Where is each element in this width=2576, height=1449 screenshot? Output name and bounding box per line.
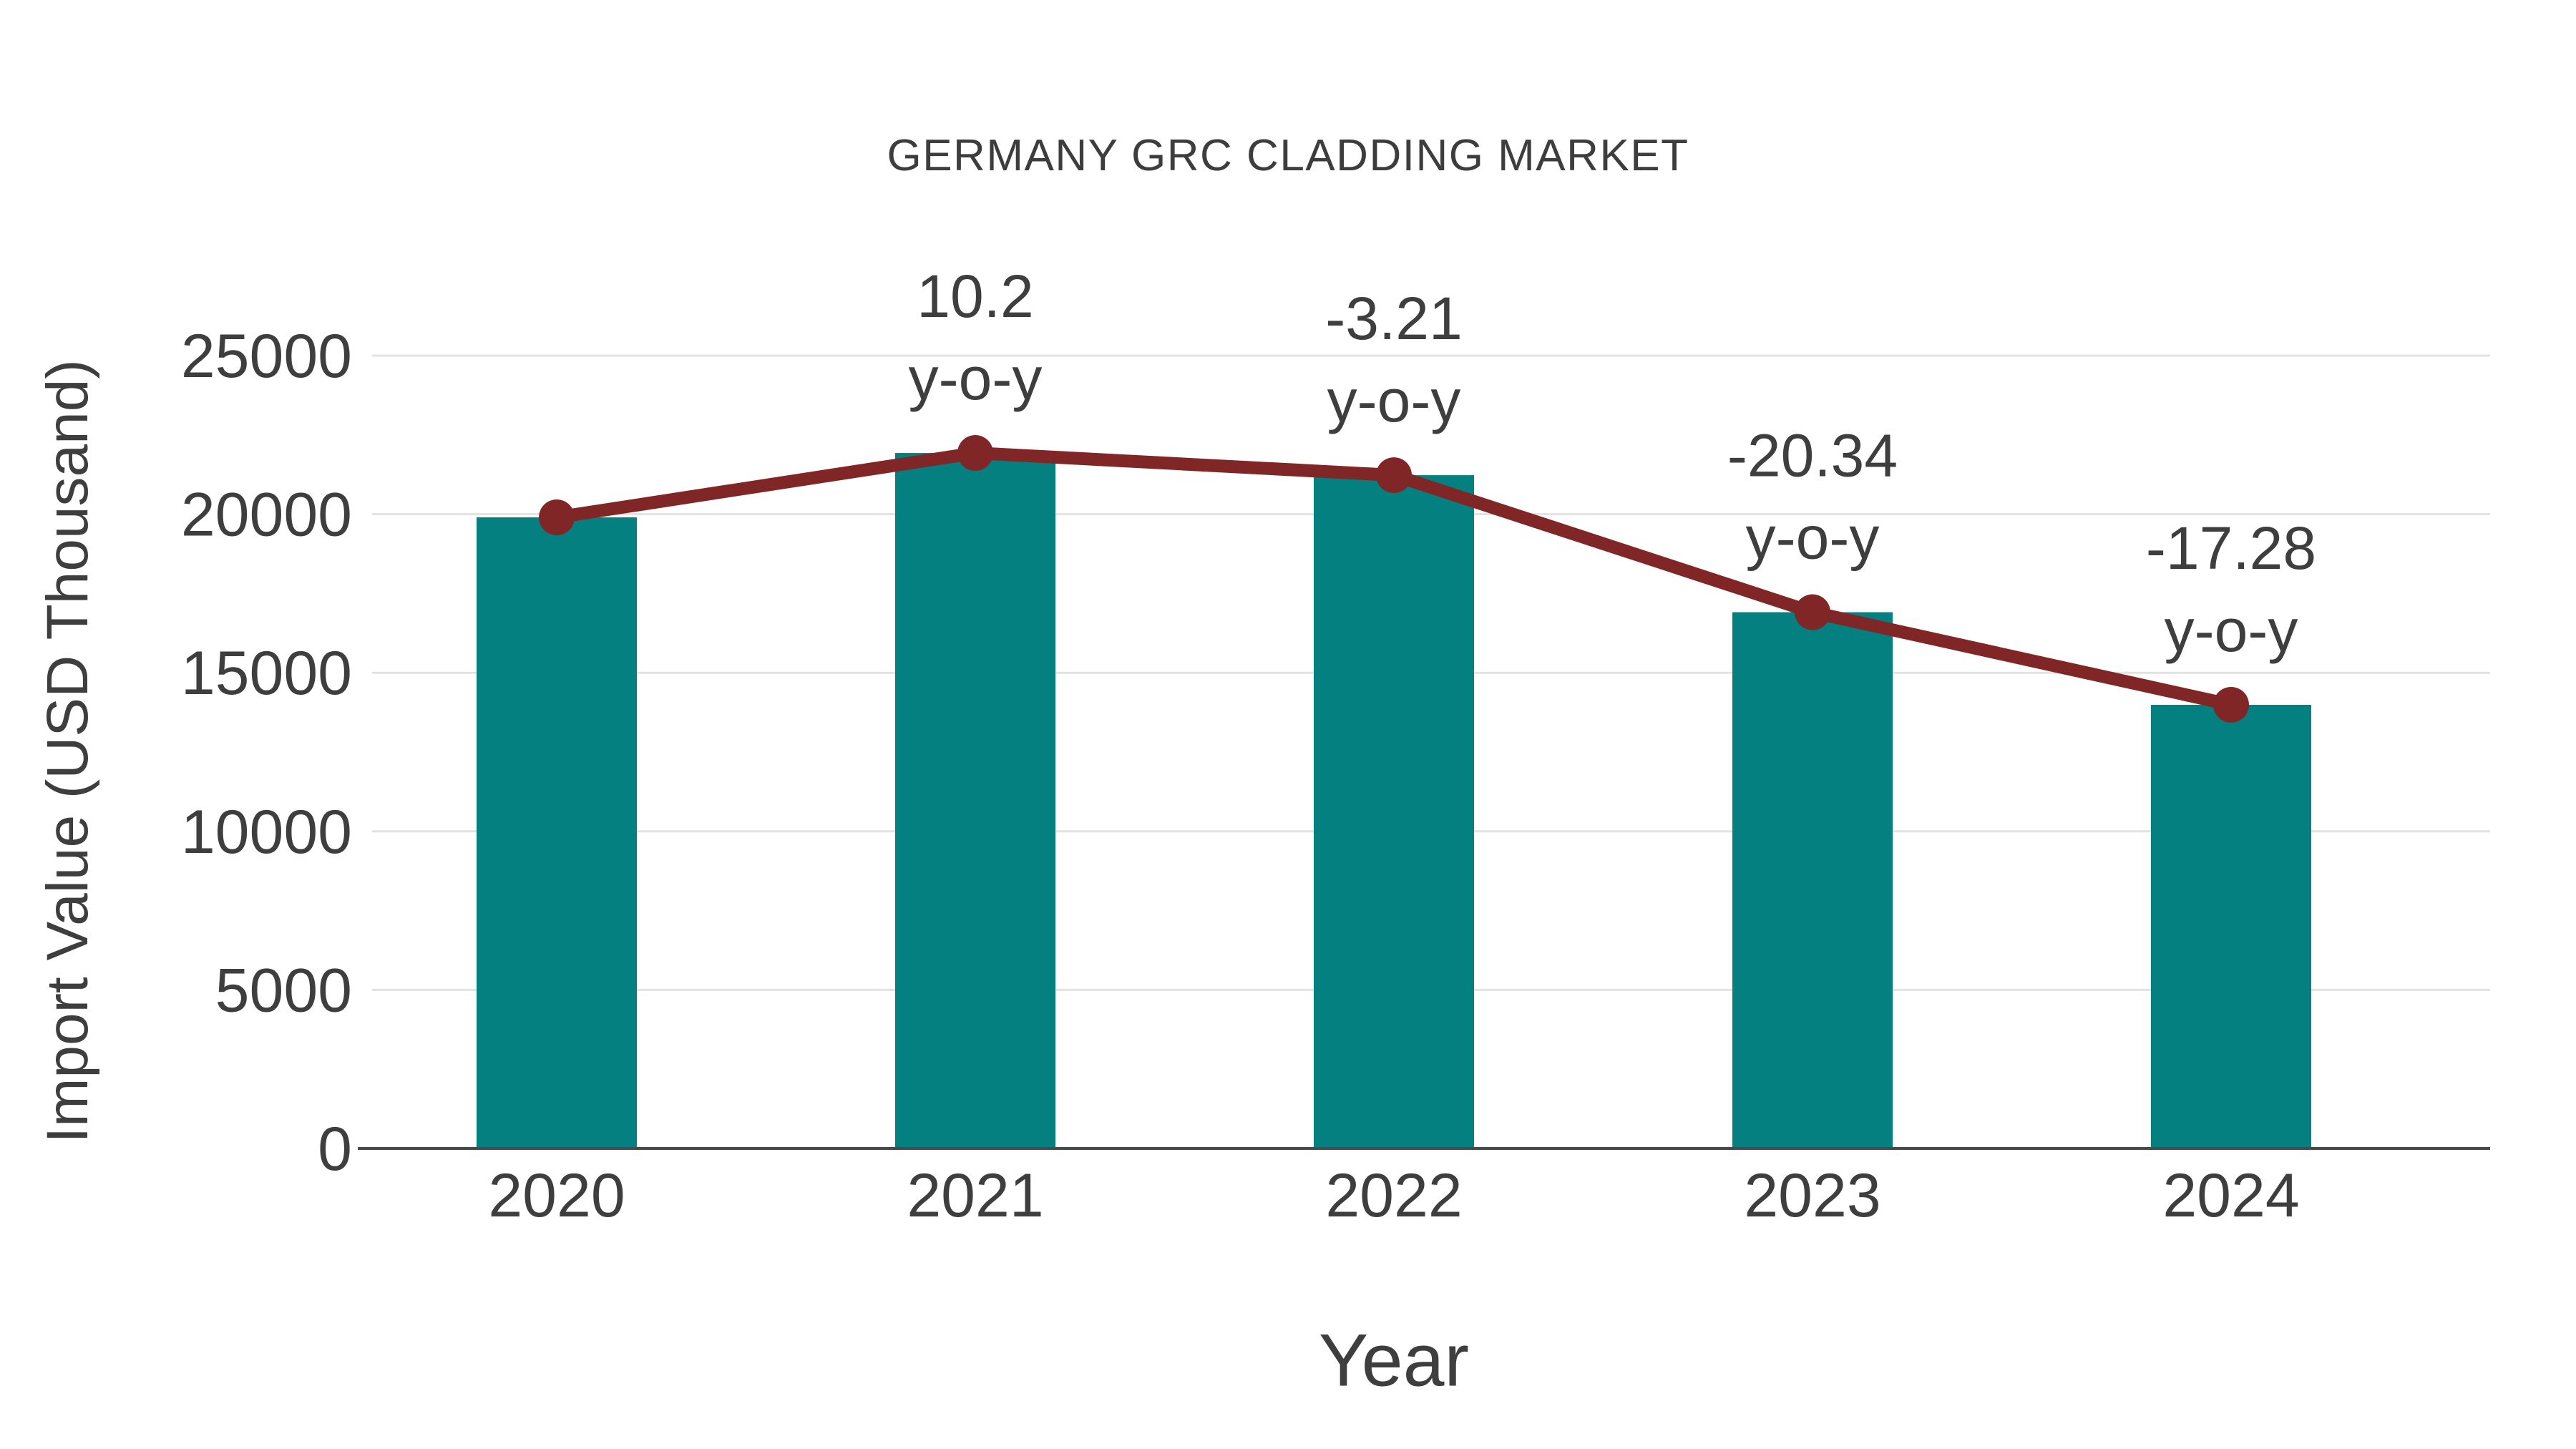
marker-2021 xyxy=(957,435,993,472)
marker-2020 xyxy=(539,499,575,536)
marker-2024 xyxy=(2213,686,2249,723)
bar-2020 xyxy=(477,517,637,1148)
y-tick-label-25000: 25000 xyxy=(181,322,352,391)
annotation-2022-value: -3.21 xyxy=(1325,285,1462,352)
annotation-2021-value: 10.2 xyxy=(917,263,1034,330)
y-tick-label-5000: 5000 xyxy=(215,956,352,1025)
marker-2022 xyxy=(1376,457,1412,494)
x-tick-label-2024: 2024 xyxy=(2162,1161,2299,1230)
y-tick-label-15000: 15000 xyxy=(181,639,352,708)
chart-title: GERMANY GRC CLADDING MARKET xyxy=(887,131,1689,180)
x-tick-label-2023: 2023 xyxy=(1744,1161,1880,1230)
annotation-2021-unit: y-o-y xyxy=(909,345,1043,412)
bar-2021 xyxy=(895,453,1055,1148)
x-tick-label-2020: 2020 xyxy=(488,1161,625,1230)
annotation-2024-unit: y-o-y xyxy=(2165,597,2298,664)
annotation-2023-value: -20.34 xyxy=(1727,422,1898,489)
x-tick-label-2022: 2022 xyxy=(1325,1161,1462,1230)
y-tick-label-0: 0 xyxy=(318,1115,352,1184)
annotation-2022-unit: y-o-y xyxy=(1327,367,1461,434)
y-tick-label-10000: 10000 xyxy=(181,798,352,867)
marker-2023 xyxy=(1795,594,1830,630)
annotation-2024-value: -17.28 xyxy=(2146,514,2316,582)
x-tick-label-2021: 2021 xyxy=(907,1161,1043,1230)
bar-2022 xyxy=(1314,475,1474,1148)
x-axis-label: Year xyxy=(1318,1319,1470,1402)
y-tick-label-20000: 20000 xyxy=(181,481,352,550)
bar-2024 xyxy=(2151,704,2311,1148)
annotation-2023-unit: y-o-y xyxy=(1746,504,1880,572)
bar-2023 xyxy=(1732,612,1893,1148)
